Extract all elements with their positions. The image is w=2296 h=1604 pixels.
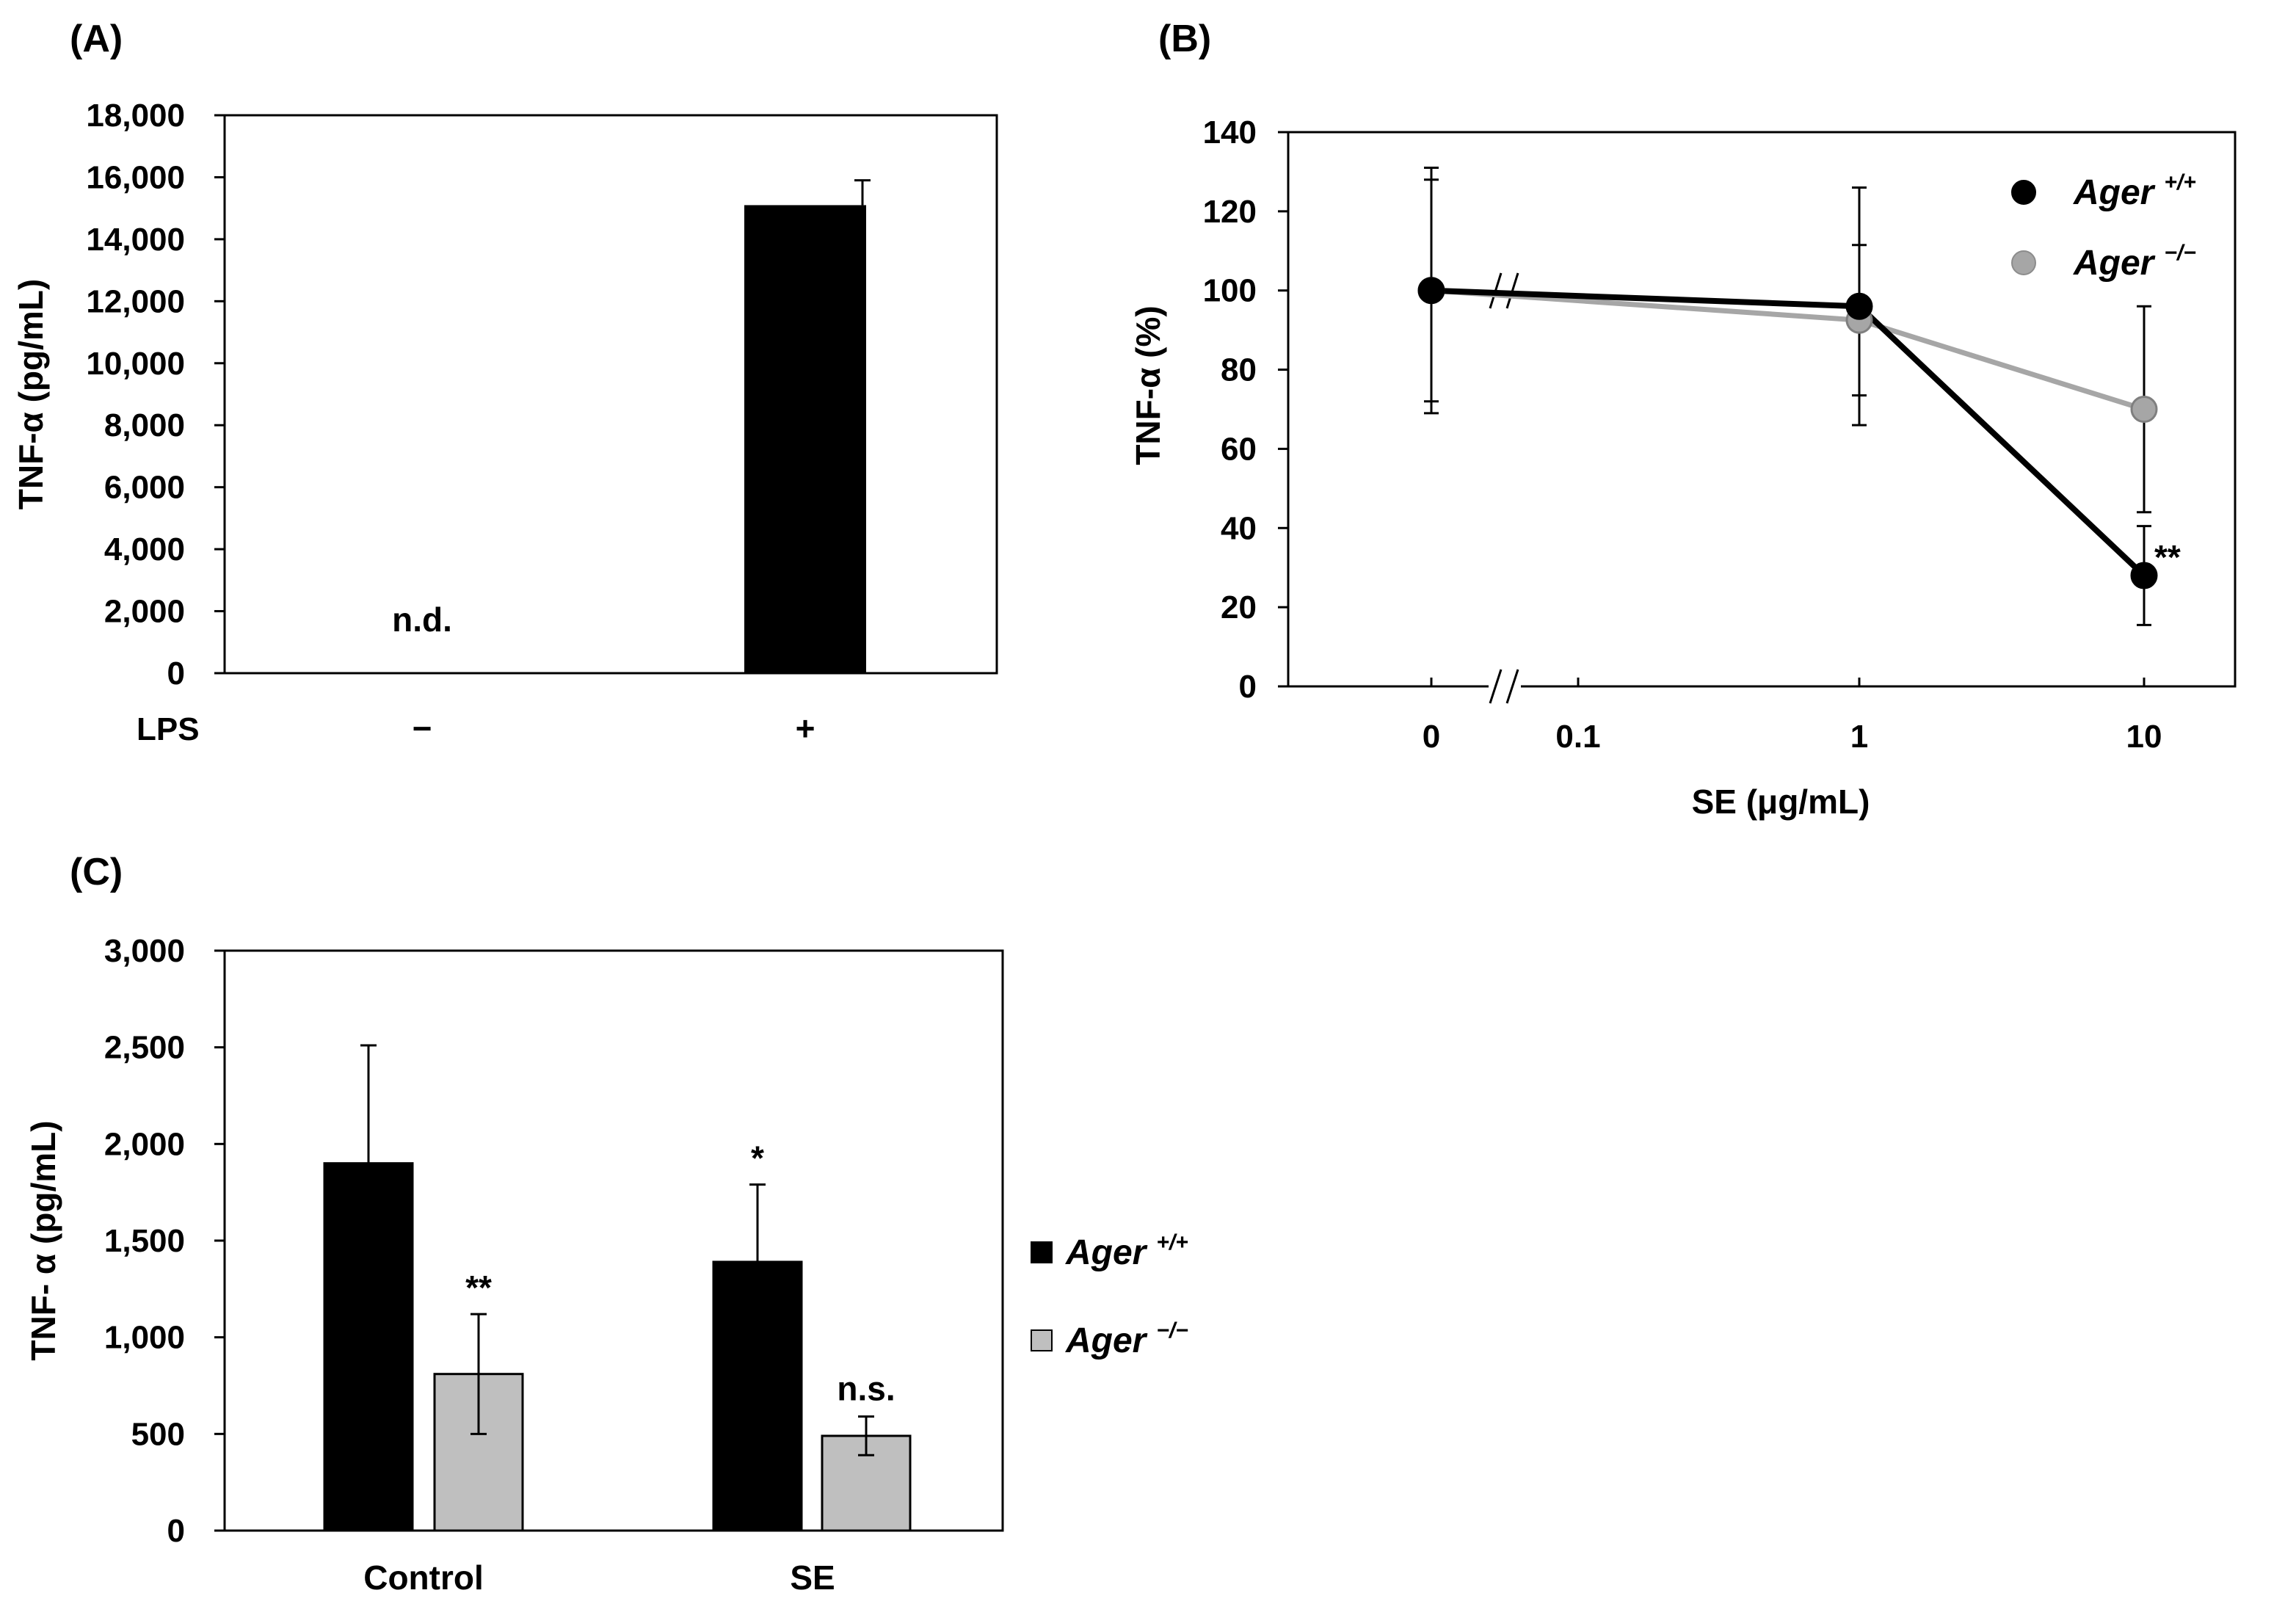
panel-c-ytick-label: 0 <box>167 1513 185 1549</box>
panel-a-ytick-label: 6,000 <box>104 470 185 506</box>
panel-b-axis-break <box>1489 272 1521 705</box>
panel-c-legend-label-wt: Ager +/+ <box>1065 1230 1188 1272</box>
panel-a-ytick-label: 18,000 <box>86 98 185 134</box>
panel-b-ytick-label: 0 <box>1239 669 1257 705</box>
panel-a-xtick-minus: − <box>413 709 432 747</box>
panel-c-bar-wt-control <box>323 1162 414 1532</box>
panel-b-point-wt <box>2130 562 2158 589</box>
panel-b-y-axis: 0 20 40 60 80 100 120 140 <box>1203 115 1288 705</box>
panel-b-legend-marker-ko <box>2011 250 2036 275</box>
panel-b-x-axis-title: SE (μg/mL) <box>1692 783 1870 821</box>
panel-b-xtick-label: 0.1 <box>1555 719 1600 755</box>
panel-b-legend-marker-wt <box>2011 180 2036 205</box>
panel-a-nd-annotation: n.d. <box>392 600 452 639</box>
panel-b-ytick-label: 20 <box>1221 589 1257 625</box>
panel-a: (A) 0 2,000 4,000 6,000 8,000 10,000 12,000 14,… <box>12 18 998 747</box>
panel-a-ytick-label: 10,000 <box>86 346 185 382</box>
panel-b-point-wt <box>1845 292 1873 320</box>
panel-b-y-axis-title: TNF-α (%) <box>1129 305 1167 465</box>
panel-a-plot-frame <box>223 114 998 675</box>
panel-a-ytick-label: 8,000 <box>104 407 185 443</box>
panel-b-label: (B) <box>1158 18 1211 60</box>
panel-c-significance-annotation: n.s. <box>837 1370 895 1408</box>
panel-b-ytick-label: 60 <box>1221 431 1257 467</box>
panel-b-series <box>1417 167 2158 626</box>
panel-c-y-axis: 0 500 1,000 1,500 2,000 2,500 3,000 <box>104 933 225 1549</box>
panel-a-ytick-label: 16,000 <box>86 159 185 195</box>
panel-a-bars <box>744 179 871 673</box>
panel-b-point-wt <box>1417 277 1445 305</box>
panel-b-ytick-label: 40 <box>1221 510 1257 546</box>
panel-a-ytick-label: 0 <box>167 656 185 692</box>
panel-c-xtick-se: SE <box>790 1558 835 1597</box>
panel-c-significance-annotation: * <box>751 1139 764 1177</box>
panel-c-y-axis-title: TNF- α (pg/mL) <box>24 1120 62 1360</box>
panel-b-legend-label-wt: Ager +/+ <box>2073 170 2196 212</box>
panel-b-xtick-label: 1 <box>1850 719 1868 755</box>
panel-a-ytick-label: 12,000 <box>86 283 185 319</box>
panel-c-legend-swatch-wt <box>1031 1241 1053 1263</box>
panel-c-legend: Ager +/+ Ager −/− <box>1031 1230 1188 1360</box>
panel-b-legend: Ager +/+ Ager −/− <box>2011 170 2196 283</box>
panel-c-ytick-label: 2,000 <box>104 1126 185 1162</box>
panel-c-ytick-label: 1,000 <box>104 1320 185 1356</box>
panel-b-series-line-ko <box>1431 288 2146 412</box>
panel-c-ytick-label: 1,500 <box>104 1223 185 1259</box>
panel-a-ytick-label: 2,000 <box>104 594 185 630</box>
panel-b-legend-label-ko: Ager −/− <box>2073 241 2196 283</box>
panel-c-ytick-label: 3,000 <box>104 933 185 969</box>
panel-c-bars: ***n.s. <box>323 1044 912 1532</box>
panel-b-ytick-label: 140 <box>1203 115 1257 150</box>
panel-c-legend-swatch-ko <box>1031 1329 1053 1351</box>
panel-b-ytick-label: 100 <box>1203 273 1257 309</box>
panel-a-ytick-label: 4,000 <box>104 531 185 567</box>
panel-b-series-line-wt <box>1431 287 2146 578</box>
panel-a-y-axis-title: TNF-α (pg/mL) <box>12 279 50 509</box>
panel-b-break-slash-bottom-2 <box>1505 669 1519 704</box>
panel-b-significance-annotation: ** <box>2154 538 2181 576</box>
panel-c-significance-annotation: ** <box>465 1269 492 1307</box>
panel-b-break-slash-bottom-1 <box>1489 669 1503 704</box>
panel-b-point-ko <box>2130 396 2158 423</box>
panel-a-xtick-plus: + <box>796 709 815 747</box>
panel-c-label: (C) <box>70 851 123 893</box>
panel-b-xtick-label: 0 <box>1423 719 1440 755</box>
panel-a-bar-plus <box>744 205 866 673</box>
panel-a-y-axis: 0 2,000 4,000 6,000 8,000 10,000 12,000 14,000 1… <box>86 98 225 692</box>
panel-b-ytick-label: 80 <box>1221 352 1257 388</box>
panel-a-ytick-label: 14,000 <box>86 222 185 258</box>
panel-c-xtick-control: Control <box>363 1558 484 1597</box>
panel-c-bar-wt-se <box>712 1260 803 1532</box>
panel-b-xtick-label: 10 <box>2126 719 2162 755</box>
panel-a-label: (A) <box>70 18 123 60</box>
panel-a-row-label: LPS <box>137 711 200 747</box>
panel-b-plot-frame <box>1287 131 2237 688</box>
panel-c-ytick-label: 500 <box>131 1416 185 1452</box>
panel-c-legend-label-ko: Ager −/− <box>1065 1318 1188 1360</box>
panel-b-ytick-label: 120 <box>1203 194 1257 230</box>
panel-b-x-axis: 0 0.1 1 10 <box>1423 678 2162 755</box>
panel-c-ytick-label: 2,500 <box>104 1030 185 1066</box>
panel-c: (C) 0 500 1,000 1,500 2,000 2,500 3,000 TNF- α… <box>24 851 1188 1597</box>
